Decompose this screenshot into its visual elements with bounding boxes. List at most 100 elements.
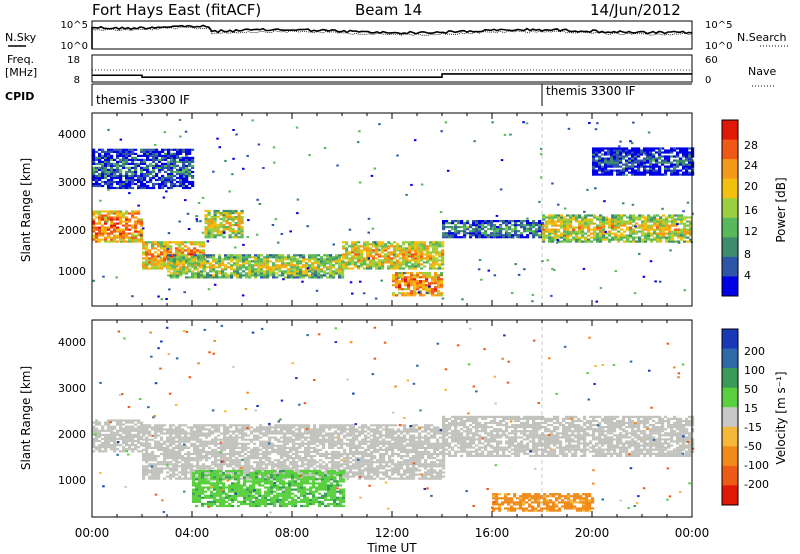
power-cell	[466, 220, 470, 223]
power-cell	[351, 255, 355, 258]
velocity-cell	[157, 442, 161, 445]
power-cell	[434, 290, 438, 293]
power-cell	[157, 267, 161, 270]
velocity-cell	[247, 434, 251, 437]
velocity-cell	[259, 459, 263, 462]
power-cell	[173, 260, 177, 263]
power-cell	[679, 173, 683, 176]
velocity-cell	[223, 434, 227, 437]
velocity-cell	[92, 427, 96, 430]
power-cell	[122, 150, 126, 153]
power-cell	[594, 187, 597, 190]
velocity-cell	[202, 426, 206, 429]
power-cell	[614, 234, 618, 237]
power-cell	[395, 276, 399, 279]
power-cell	[411, 255, 415, 258]
power-cell	[381, 245, 385, 248]
power-cell	[107, 218, 111, 221]
velocity-cell	[208, 446, 212, 449]
velocity-cell	[247, 463, 251, 466]
velocity-cell	[122, 419, 126, 422]
nsky-label: N.Sky	[5, 31, 37, 44]
velocity-cell	[181, 448, 185, 451]
power-cell	[98, 166, 102, 169]
power-cell	[610, 171, 614, 174]
velocity-cell	[247, 471, 251, 474]
power-cell	[460, 220, 464, 223]
power-cell	[688, 155, 692, 158]
power-cell	[551, 232, 555, 235]
velocity-cell	[122, 427, 126, 430]
velocity-cell	[104, 446, 108, 449]
power-cell	[689, 222, 693, 225]
power-cell	[231, 173, 234, 176]
power-cell	[572, 214, 576, 217]
power-cell	[104, 230, 108, 233]
power-cell	[116, 166, 120, 169]
velocity-cell	[169, 440, 173, 443]
power-cell	[616, 157, 620, 160]
power-cell	[152, 166, 156, 169]
velocity-cell	[244, 426, 248, 429]
velocity-cell	[253, 452, 257, 456]
velocity-cell	[262, 455, 266, 458]
power-cell	[221, 276, 225, 279]
velocity-cell	[256, 467, 260, 470]
velocity-cell	[298, 442, 302, 445]
power-cell	[551, 182, 554, 185]
power-cell	[152, 186, 156, 190]
velocity-cell	[107, 427, 111, 430]
power-cell	[688, 151, 692, 154]
power-cell	[209, 268, 213, 271]
power-cell	[113, 186, 117, 190]
power-cell	[342, 263, 346, 266]
velocity-cell	[268, 459, 272, 462]
power-cell	[356, 141, 360, 144]
power-cell	[395, 272, 399, 275]
velocity-cell	[181, 471, 185, 474]
power-cell	[287, 254, 291, 257]
velocity-cell	[208, 450, 212, 454]
velocity-cell	[229, 426, 233, 429]
velocity-cell	[253, 455, 257, 458]
power-cell	[598, 147, 602, 150]
velocity-cell	[268, 426, 272, 429]
power-cell	[152, 152, 156, 155]
power-cell	[228, 236, 232, 239]
velocity-cell	[166, 448, 170, 451]
power-cell	[662, 232, 666, 235]
power-cell	[438, 263, 442, 266]
power-cell	[377, 248, 381, 251]
power-cell	[113, 148, 117, 151]
velocity-cell	[128, 435, 132, 438]
power-cell	[302, 270, 306, 273]
power-cell	[227, 266, 231, 269]
power-cell	[167, 260, 171, 263]
velocity-cell	[178, 448, 182, 451]
power-cell	[191, 256, 195, 259]
velocity-cell	[238, 465, 242, 468]
power-cell	[131, 240, 135, 243]
power-cell	[388, 242, 391, 245]
velocity-cell	[137, 425, 141, 428]
power-cell	[145, 257, 149, 260]
power-cell	[320, 274, 324, 277]
power-cell	[197, 256, 201, 259]
power-cell	[173, 156, 177, 159]
power-cell	[673, 173, 677, 176]
velocity-cell	[304, 452, 308, 456]
velocity-cell	[295, 446, 299, 449]
power-cell	[414, 267, 418, 270]
velocity-cell	[128, 437, 132, 441]
velocity-cell	[301, 434, 305, 437]
power-cell	[119, 210, 123, 213]
power-cell	[240, 230, 244, 233]
power-cell	[323, 272, 327, 275]
velocity-cell	[160, 444, 164, 447]
power-cell	[202, 249, 206, 252]
power-cell	[237, 222, 241, 225]
power-cell	[188, 148, 192, 151]
power-cell	[668, 232, 672, 235]
power-cell	[595, 151, 599, 154]
power-cell	[655, 163, 659, 166]
